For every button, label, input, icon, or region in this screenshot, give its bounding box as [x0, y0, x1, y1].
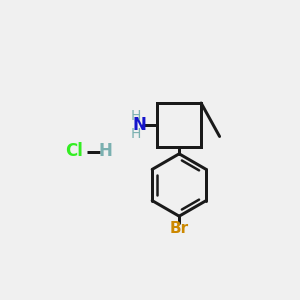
Text: H: H — [130, 127, 141, 141]
Text: H: H — [99, 142, 113, 160]
Text: Cl: Cl — [65, 142, 83, 160]
Text: H: H — [130, 109, 141, 123]
Text: Br: Br — [169, 221, 189, 236]
Text: N: N — [133, 116, 147, 134]
